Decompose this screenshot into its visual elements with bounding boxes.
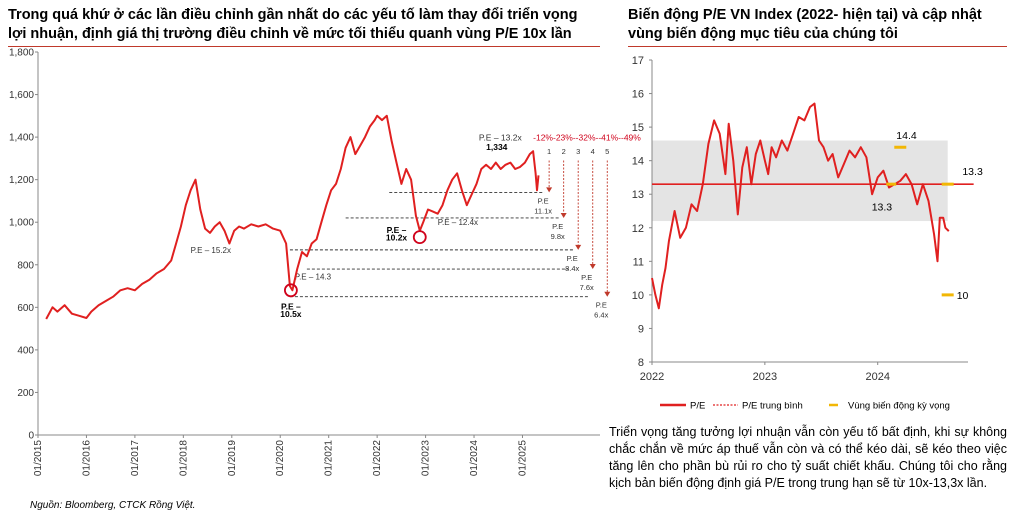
x-tick-label: 01/2019 bbox=[227, 440, 238, 477]
scenario-pe: 9.8x bbox=[551, 232, 565, 241]
trough-label: P.E – bbox=[281, 301, 301, 311]
value-label: 14.4 bbox=[896, 130, 917, 142]
x-tick-label: 01/2021 bbox=[324, 440, 335, 477]
trough-label: P.E – bbox=[387, 225, 407, 235]
right-chart-title: Biến động P/E VN Index (2022- hiện tại) … bbox=[628, 7, 982, 42]
y-tick-label: 8 bbox=[638, 357, 644, 369]
scenario-number: 3 bbox=[576, 147, 580, 156]
y-tick-label: 1,800 bbox=[9, 48, 34, 59]
x-tick-label: 2024 bbox=[865, 371, 889, 383]
trough-marker bbox=[412, 230, 427, 245]
y-tick-label: 1,400 bbox=[9, 133, 34, 144]
scenario-pe: P.E bbox=[567, 254, 578, 263]
y-tick-label: 800 bbox=[17, 260, 34, 271]
y-tick-label: 16 bbox=[632, 89, 644, 101]
left-title-rule bbox=[8, 46, 600, 47]
y-tick-label: 11 bbox=[633, 256, 644, 268]
y-tick-label: 400 bbox=[17, 345, 34, 356]
y-tick-label: 1,000 bbox=[9, 218, 34, 229]
scenario-number: 1 bbox=[547, 147, 551, 156]
legend-pe-label: P/E bbox=[690, 401, 705, 412]
x-tick-label: 01/2024 bbox=[469, 440, 480, 477]
y-tick-label: 600 bbox=[17, 303, 34, 314]
legend-mean-label: P/E trung bình bbox=[742, 401, 803, 412]
x-tick-label: 01/2020 bbox=[275, 440, 286, 477]
scenario-pe: 8.4x bbox=[565, 264, 579, 273]
y-tick-label: 0 bbox=[28, 431, 34, 442]
value-label: 10 bbox=[957, 290, 969, 302]
value-label: 13.3 bbox=[962, 166, 983, 178]
scenario-pe: 11.1x bbox=[534, 206, 552, 215]
x-tick-label: 01/2015 bbox=[33, 440, 44, 477]
y-tick-label: 12 bbox=[632, 223, 644, 235]
commentary-paragraph: Triển vọng tăng tưởng lợi nhuận vẫn còn … bbox=[609, 425, 1007, 490]
trough-label: 10.5x bbox=[280, 309, 302, 319]
right-title-rule bbox=[628, 46, 1007, 47]
drop-labels: -12%-23%--32%--41%--49% bbox=[533, 132, 641, 142]
reference-label: P.E – 14.3 bbox=[295, 272, 332, 281]
scenario-number: 2 bbox=[562, 147, 566, 156]
trough-label: 10.2x bbox=[386, 232, 408, 242]
scenario-pe: P.E bbox=[538, 196, 549, 205]
scenario-number: 4 bbox=[591, 147, 595, 156]
y-tick-label: 1,600 bbox=[9, 90, 34, 101]
scenario-pe: P.E bbox=[596, 301, 607, 310]
scenario-arrowhead bbox=[560, 212, 567, 218]
scenario-number: 5 bbox=[605, 147, 609, 156]
source-note: Nguồn: Bloomberg, CTCK Rồng Việt. bbox=[30, 500, 196, 511]
current-value-label: 1,334 bbox=[486, 142, 508, 152]
left-chart-title: Trong quá khứ ở các lần điều chỉnh gần n… bbox=[8, 7, 578, 42]
scenario-arrowhead bbox=[546, 187, 553, 193]
pe-line bbox=[651, 102, 950, 310]
scenario-pe: P.E bbox=[552, 222, 563, 231]
x-tick-label: 2023 bbox=[753, 371, 777, 383]
x-tick-label: 01/2018 bbox=[178, 440, 189, 477]
y-tick-label: 9 bbox=[638, 323, 644, 335]
reference-label: P.E – 15.2x bbox=[191, 246, 231, 255]
y-tick-label: 17 bbox=[632, 55, 644, 67]
y-tick-label: 15 bbox=[632, 122, 644, 134]
y-tick-label: 13 bbox=[632, 189, 644, 201]
x-tick-label: 01/2023 bbox=[421, 440, 432, 477]
x-tick-label: 01/2025 bbox=[517, 440, 528, 477]
y-tick-label: 14 bbox=[632, 156, 644, 168]
y-tick-label: 1,200 bbox=[9, 175, 34, 186]
x-tick-label: 01/2016 bbox=[81, 440, 92, 477]
x-tick-label: 01/2022 bbox=[372, 440, 383, 477]
x-tick-label: 2022 bbox=[640, 371, 664, 383]
trough-marker bbox=[283, 283, 298, 298]
scenario-arrowhead bbox=[589, 264, 596, 270]
y-tick-label: 200 bbox=[17, 388, 34, 399]
vnindex-line bbox=[45, 114, 540, 320]
x-tick-label: 01/2017 bbox=[130, 440, 141, 477]
scenario-pe: 7.6x bbox=[580, 283, 594, 292]
legend-target-label: Vùng biến động kỳ vọng bbox=[848, 401, 950, 412]
scenario-arrowhead bbox=[575, 244, 582, 250]
scenario-pe: P.E bbox=[581, 273, 592, 282]
y-tick-label: 10 bbox=[632, 290, 644, 302]
scenario-arrowhead bbox=[604, 291, 611, 297]
reference-label: P.E – 12.4x bbox=[438, 218, 478, 227]
scenario-pe: 6.4x bbox=[594, 311, 608, 320]
value-label: 13.3 bbox=[872, 202, 893, 214]
current-pe-label: P.E – 13.2x bbox=[479, 132, 523, 142]
